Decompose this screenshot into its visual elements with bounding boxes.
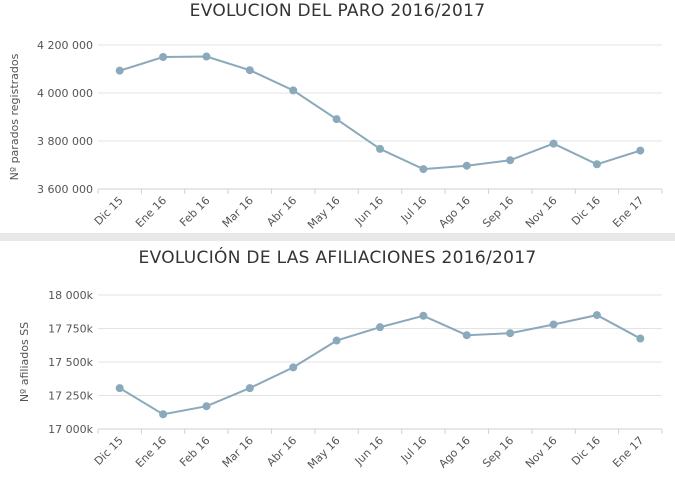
data-point	[462, 161, 471, 170]
y-tick-label: 3 600 000	[37, 183, 93, 196]
y-tick-label: 4 000 000	[37, 87, 93, 100]
data-point	[462, 331, 471, 340]
x-tick-label: Ago 16	[436, 434, 473, 471]
data-point	[419, 165, 428, 174]
x-tick-label: May 16	[305, 434, 343, 472]
paro-line-chart: 3 600 000 3 800 000 4 000 000 4 200 000 Dic …	[8, 39, 663, 232]
x-tick-label: Mar 16	[220, 194, 256, 230]
x-tick-label: Jul 16	[398, 434, 430, 466]
data-point	[376, 323, 384, 332]
data-point	[592, 311, 601, 320]
data-point	[636, 146, 645, 155]
x-tick-label: Feb 16	[177, 434, 212, 469]
data-point	[159, 410, 168, 419]
x-tick-label: Ene 16	[133, 194, 169, 230]
data-point	[159, 53, 168, 61]
y-axis-label: Nº afiliados SS	[18, 322, 31, 402]
x-tick-label: Jun 16	[352, 434, 386, 468]
x-tick-label: Abr 16	[264, 434, 299, 469]
x-tick-label: Ago 16	[436, 194, 473, 231]
afiliaciones-line-chart: 17 000k 17 250k 17 500k 17 750k 18 000k Dic 1…	[18, 289, 663, 472]
y-tick-label: 17 250k	[48, 390, 93, 403]
x-tick-label: Dic 15	[92, 194, 126, 228]
data-point	[289, 363, 298, 372]
paro-chart-panel: EVOLUCION DEL PARO 2016/2017 3 600 000 3 …	[0, 0, 675, 233]
y-tick-label: 3 800 000	[37, 135, 93, 148]
data-point	[332, 115, 341, 124]
x-tick-label: Sep 16	[480, 194, 516, 230]
x-tick-label: Sep 16	[480, 434, 516, 470]
afiliaciones-chart-panel: EVOLUCIÓN DE LAS AFILIACIONES 2016/2017 …	[0, 241, 675, 483]
data-point	[115, 66, 124, 75]
data-point	[332, 336, 341, 345]
data-point	[289, 86, 298, 95]
x-tick-label: Dic 16	[569, 434, 603, 468]
y-tick-label: 4 200 000	[37, 39, 93, 52]
data-point	[549, 139, 558, 148]
x-tick-label: Mar 16	[220, 434, 256, 470]
data-point	[549, 320, 558, 329]
x-tick-label: Dic 15	[92, 434, 126, 468]
data-point	[245, 66, 254, 75]
chart-title: EVOLUCION DEL PARO 2016/2017	[189, 1, 486, 21]
x-tick-label: Ene 16	[133, 434, 169, 470]
data-point	[592, 160, 601, 169]
data-point	[202, 402, 211, 411]
x-tick-label: Jul 16	[398, 194, 430, 226]
x-tick-label: Ene 17	[610, 194, 646, 230]
data-point	[376, 144, 384, 153]
data-point	[245, 384, 254, 393]
data-point	[419, 311, 428, 320]
x-tick-label: Feb 16	[177, 194, 212, 229]
y-tick-label: 17 000k	[48, 423, 93, 436]
data-point	[636, 334, 645, 343]
data-point	[506, 156, 515, 165]
y-axis-label: Nº parados registrados	[8, 53, 21, 180]
chart-title: EVOLUCIÓN DE LAS AFILIACIONES 2016/2017	[138, 248, 537, 268]
x-tick-label: Dic 16	[569, 194, 603, 228]
x-tick-label: Nov 16	[523, 194, 560, 231]
x-tick-label: Ene 17	[610, 434, 646, 470]
data-point	[506, 329, 515, 338]
data-point	[202, 52, 211, 61]
x-tick-label: Jun 16	[352, 194, 386, 228]
y-tick-label: 17 500k	[48, 356, 93, 369]
x-tick-label: Nov 16	[523, 434, 560, 471]
data-point	[115, 384, 124, 393]
y-tick-label: 17 750k	[48, 323, 93, 336]
y-tick-label: 18 000k	[48, 289, 93, 302]
x-tick-label: Abr 16	[264, 194, 299, 229]
x-tick-label: May 16	[305, 194, 343, 232]
